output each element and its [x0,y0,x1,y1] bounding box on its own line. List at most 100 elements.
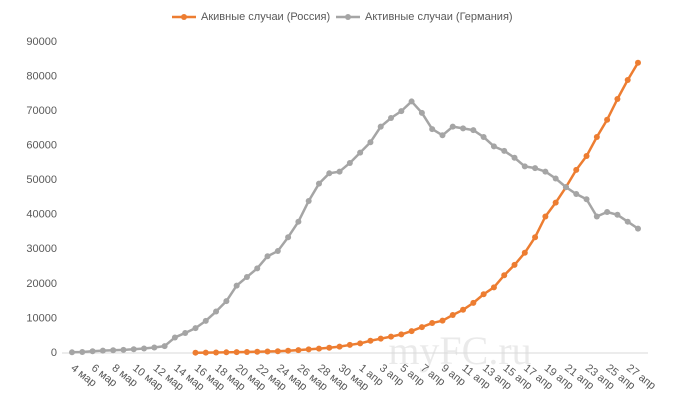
point [285,234,292,241]
point [501,147,508,154]
point [315,345,322,352]
point [357,149,364,156]
y-tick-label: 50000 [26,174,57,186]
point [511,154,518,161]
point [573,191,580,198]
point [315,180,322,187]
point [460,125,467,132]
y-tick-label: 0 [51,347,57,359]
point [233,282,240,289]
point [202,349,209,356]
point [490,143,497,150]
point [562,184,569,191]
y-tick-label: 20000 [26,278,57,290]
series-line [71,100,639,354]
point [521,249,528,256]
legend-label: Акивные случаи (Россия) [201,11,330,23]
point [233,349,240,356]
watermark: myFC.ru [388,328,531,373]
point [583,196,590,203]
point [398,331,405,338]
point [305,197,312,204]
point [593,213,600,220]
point [635,225,641,232]
point [542,213,549,220]
point [254,348,261,355]
point [521,163,528,170]
point [552,175,559,182]
point [480,134,487,141]
legend-marker [345,14,351,20]
legend: Акивные случаи (Россия) Активные случаи (… [172,11,513,23]
point [398,108,405,115]
point [79,348,86,355]
point [254,265,261,272]
point [223,298,230,305]
point [583,153,590,160]
y-tick-label: 90000 [26,36,57,48]
point [388,115,395,122]
y-tick-label: 60000 [26,140,57,152]
point [501,272,508,279]
point [171,334,178,341]
point [470,299,477,306]
point [604,209,611,216]
point [346,159,353,166]
point [305,346,312,353]
point [161,343,168,350]
point [439,132,446,139]
point [408,328,415,335]
point [429,126,436,133]
point [357,340,364,347]
point [614,211,621,218]
y-tick-label: 80000 [26,70,57,82]
point [532,165,539,172]
point [439,317,446,324]
point [151,344,158,351]
point [367,337,374,344]
point [346,341,353,348]
point [624,218,631,225]
point [192,349,199,356]
point [182,329,189,336]
point [604,116,611,123]
point [243,273,250,280]
point [367,139,374,146]
point [470,127,477,134]
point [532,234,539,241]
point [624,77,631,84]
legend-label: Активные случаи (Германия) [365,11,513,23]
point [192,325,199,332]
point [449,123,456,130]
point [264,253,271,260]
point [490,284,497,291]
y-tick-label: 30000 [26,243,57,255]
point [274,348,281,355]
point [89,348,96,355]
point [202,317,209,324]
point [511,261,518,268]
point [213,308,220,315]
point [460,306,467,313]
point [285,347,292,354]
point [593,134,600,141]
y-tick-label: 70000 [26,105,57,117]
point [295,347,302,354]
point [418,109,425,116]
point [295,218,302,225]
point [243,348,250,355]
point [542,168,549,175]
legend-marker [181,14,187,20]
point [635,59,641,66]
point [388,333,395,340]
point [141,345,148,352]
point [480,291,487,298]
point [213,349,220,356]
point [130,346,137,353]
point [377,123,384,130]
point [336,343,343,350]
y-tick-label: 40000 [26,209,57,221]
point [326,344,333,351]
point [264,348,271,355]
